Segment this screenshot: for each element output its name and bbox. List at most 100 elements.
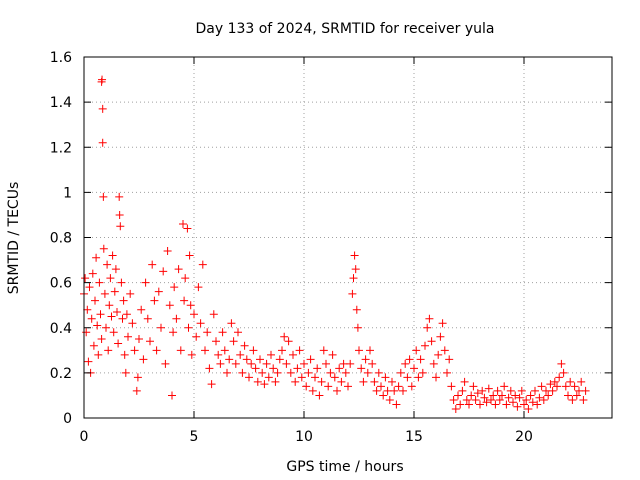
data-point — [557, 359, 566, 368]
data-point — [330, 373, 339, 382]
data-point — [352, 305, 361, 314]
data-point — [98, 75, 107, 84]
data-point — [533, 400, 542, 409]
data-point — [176, 346, 185, 355]
data-point — [337, 377, 346, 386]
data-point — [227, 319, 236, 328]
data-point — [251, 364, 260, 373]
data-point — [361, 355, 370, 364]
data-point — [568, 395, 577, 404]
data-point — [198, 260, 207, 269]
data-point — [179, 219, 187, 228]
data-point — [445, 355, 454, 364]
data-point — [111, 265, 120, 274]
data-point — [482, 398, 491, 407]
data-point — [165, 301, 174, 310]
data-point — [553, 382, 561, 391]
data-point — [109, 328, 118, 337]
data-point — [405, 355, 414, 364]
data-point — [328, 350, 337, 359]
data-point — [256, 355, 264, 364]
x-tick-label: 5 — [190, 429, 199, 445]
data-point — [471, 395, 480, 404]
data-point — [351, 265, 360, 274]
data-point — [414, 373, 423, 382]
data-point — [443, 368, 451, 377]
data-point — [238, 368, 247, 377]
data-point — [135, 335, 143, 344]
data-point — [260, 380, 269, 389]
data-point — [313, 364, 322, 373]
data-point — [273, 368, 282, 377]
data-points — [80, 75, 590, 413]
data-point — [349, 274, 358, 283]
data-point — [579, 395, 588, 404]
data-point — [350, 251, 359, 260]
data-point — [434, 350, 443, 359]
data-point — [401, 359, 410, 368]
data-point — [180, 296, 189, 305]
data-point — [289, 350, 297, 359]
data-point — [544, 391, 553, 400]
data-point — [105, 301, 114, 310]
data-point — [432, 373, 440, 382]
data-point — [186, 301, 195, 310]
data-point — [300, 359, 308, 368]
data-point — [87, 314, 96, 323]
data-point — [317, 377, 326, 386]
data-point — [207, 380, 216, 389]
data-point — [495, 395, 504, 404]
data-point — [423, 323, 432, 332]
data-point — [249, 346, 258, 355]
data-point — [89, 341, 98, 350]
data-point — [240, 341, 249, 350]
data-point — [308, 386, 317, 395]
data-point — [418, 368, 427, 377]
data-point — [526, 391, 535, 400]
data-point — [502, 400, 511, 409]
data-point — [119, 296, 128, 305]
data-point — [132, 386, 141, 395]
data-point — [231, 359, 240, 368]
data-point — [271, 377, 280, 386]
data-point — [203, 328, 212, 337]
y-tick-label: 0.4 — [50, 321, 72, 337]
data-point — [473, 389, 482, 398]
data-point — [355, 346, 363, 355]
data-point — [133, 373, 142, 382]
data-point — [107, 312, 116, 321]
data-point — [115, 210, 124, 219]
y-tick-label: 1 — [63, 185, 72, 201]
data-point — [539, 395, 548, 404]
data-point — [302, 382, 311, 391]
data-point — [122, 310, 131, 319]
data-point — [183, 224, 192, 233]
data-point — [462, 395, 471, 404]
data-point — [196, 319, 205, 328]
data-point — [174, 265, 183, 274]
data-point — [139, 355, 148, 364]
data-point — [291, 377, 300, 386]
data-point — [559, 368, 568, 377]
data-point — [335, 364, 344, 373]
data-point — [550, 377, 559, 386]
data-point — [163, 247, 172, 256]
data-point — [427, 337, 436, 346]
data-point — [282, 359, 291, 368]
data-point — [467, 391, 476, 400]
data-point — [517, 386, 526, 395]
data-point — [120, 350, 129, 359]
data-point — [572, 391, 581, 400]
y-tick-label: 0 — [63, 411, 72, 427]
data-point — [192, 332, 201, 341]
data-point — [220, 346, 229, 355]
data-point — [465, 400, 473, 409]
data-point — [201, 346, 209, 355]
data-point — [326, 368, 335, 377]
data-point — [148, 260, 157, 269]
data-point — [359, 377, 368, 386]
data-point — [258, 368, 267, 377]
data-point — [92, 253, 101, 262]
